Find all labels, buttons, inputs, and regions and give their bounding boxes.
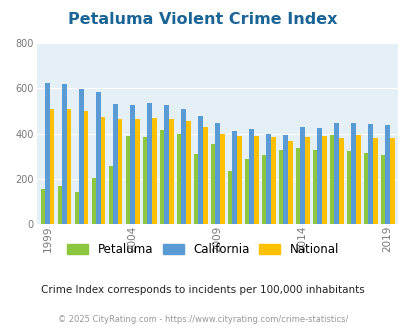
Bar	[130, 105, 134, 224]
Legend: Petaluma, California, National: Petaluma, California, National	[63, 240, 342, 260]
Bar	[283, 135, 287, 224]
Bar	[193, 154, 198, 224]
Bar	[164, 105, 168, 224]
Bar	[253, 136, 258, 224]
Bar	[338, 138, 343, 224]
Bar	[334, 122, 338, 224]
Bar	[372, 138, 377, 224]
Bar	[117, 119, 122, 224]
Bar	[185, 121, 190, 224]
Bar	[380, 155, 384, 224]
Bar	[261, 155, 266, 224]
Bar	[249, 129, 253, 224]
Bar	[198, 116, 202, 224]
Bar	[300, 127, 304, 224]
Bar	[237, 136, 241, 224]
Text: Petaluma Violent Crime Index: Petaluma Violent Crime Index	[68, 12, 337, 26]
Bar	[84, 111, 88, 224]
Bar	[317, 128, 321, 224]
Bar	[58, 186, 62, 224]
Bar	[227, 171, 232, 224]
Bar	[350, 122, 355, 224]
Bar	[270, 137, 275, 224]
Bar	[244, 159, 249, 224]
Bar	[389, 138, 394, 224]
Bar	[96, 92, 101, 224]
Text: © 2025 CityRating.com - https://www.cityrating.com/crime-statistics/: © 2025 CityRating.com - https://www.city…	[58, 315, 347, 324]
Bar	[321, 136, 326, 224]
Bar	[50, 109, 54, 224]
Bar	[126, 136, 130, 224]
Bar	[67, 109, 71, 224]
Bar	[151, 118, 156, 224]
Bar	[113, 104, 117, 224]
Bar	[384, 124, 389, 224]
Bar	[75, 192, 79, 224]
Bar	[202, 127, 207, 224]
Bar	[304, 137, 309, 224]
Bar	[232, 131, 237, 224]
Bar	[346, 151, 350, 224]
Bar	[79, 89, 84, 224]
Bar	[147, 104, 151, 224]
Bar	[210, 144, 215, 224]
Bar	[295, 148, 300, 224]
Bar	[109, 166, 113, 224]
Bar	[92, 178, 96, 224]
Bar	[40, 188, 45, 224]
Bar	[329, 135, 334, 224]
Bar	[266, 134, 270, 224]
Bar	[159, 130, 164, 224]
Bar	[181, 109, 185, 224]
Bar	[45, 83, 50, 224]
Bar	[355, 135, 360, 224]
Bar	[176, 134, 181, 224]
Bar	[62, 84, 67, 224]
Bar	[220, 134, 224, 224]
Bar	[287, 141, 292, 224]
Bar	[312, 150, 317, 224]
Bar	[278, 149, 283, 224]
Bar	[168, 119, 173, 224]
Text: Crime Index corresponds to incidents per 100,000 inhabitants: Crime Index corresponds to incidents per…	[41, 285, 364, 295]
Bar	[101, 116, 105, 224]
Bar	[363, 153, 367, 224]
Bar	[215, 123, 220, 224]
Bar	[143, 137, 147, 224]
Bar	[367, 124, 372, 224]
Bar	[134, 119, 139, 224]
